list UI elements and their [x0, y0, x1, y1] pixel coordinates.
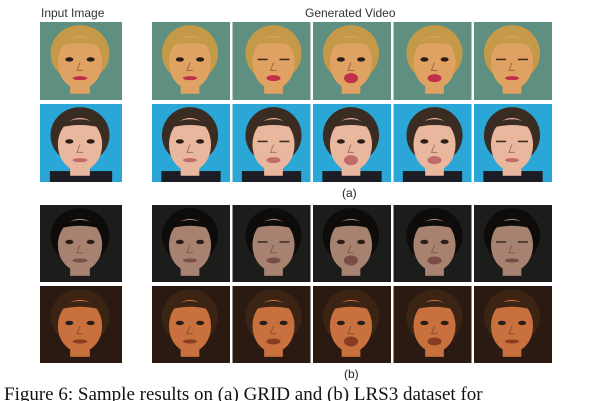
- panel-a-row-2-generated-frame-0: [152, 104, 230, 182]
- panel-b-row-1-generated-frame-0: [152, 205, 230, 282]
- panel-b-row-2-generated-frame-1: [232, 286, 311, 363]
- panel-b-row-1-input-frame-0: [40, 205, 122, 282]
- panel-b-row-2-generated-frame-0: [152, 286, 230, 363]
- panel-a-row-2-generated-frame-1: [232, 104, 311, 182]
- panel-b-row-1-generated-frame-3: [393, 205, 472, 282]
- panel-a-row-1-generated-frame-3: [393, 22, 472, 100]
- panel-b-generated-strip: [152, 205, 552, 363]
- panel-a-row-1-generated-frame-0: [152, 22, 230, 100]
- panel-b-input-strip: [40, 205, 122, 363]
- panel-a-label: (a): [342, 186, 357, 200]
- generated-video-header: Generated Video: [305, 6, 396, 20]
- panel-b-row-2-generated-frame-3: [393, 286, 472, 363]
- panel-b-row-1-generated-frame-2: [313, 205, 391, 282]
- panel-a-generated-strip: [152, 22, 552, 182]
- panel-a-row-2-generated-frame-4: [474, 104, 552, 182]
- panel-b-label: (b): [344, 367, 359, 381]
- panel-a-row-1-input-frame-0: [40, 22, 122, 100]
- panel-b-row-1-generated-frame-1: [232, 205, 311, 282]
- panel-b-row-2-generated-frame-4: [474, 286, 552, 363]
- panel-a-input-strip: [40, 22, 122, 182]
- input-image-header: Input Image: [41, 6, 105, 20]
- panel-a-row-1-generated-frame-2: [313, 22, 391, 100]
- panel-a-row-1-generated-frame-4: [474, 22, 552, 100]
- panel-a-row-1-generated-frame-1: [232, 22, 311, 100]
- panel-a-row-2-input-frame-0: [40, 104, 122, 182]
- panel-b-row-2-generated-frame-2: [313, 286, 391, 363]
- panel-a-row-2-generated-frame-2: [313, 104, 391, 182]
- panel-b-row-1-generated-frame-4: [474, 205, 552, 282]
- figure-caption: Figure 6: Sample results on (a) GRID and…: [4, 384, 483, 401]
- panel-a-row-2-generated-frame-3: [393, 104, 472, 182]
- panel-b-row-2-input-frame-0: [40, 286, 122, 363]
